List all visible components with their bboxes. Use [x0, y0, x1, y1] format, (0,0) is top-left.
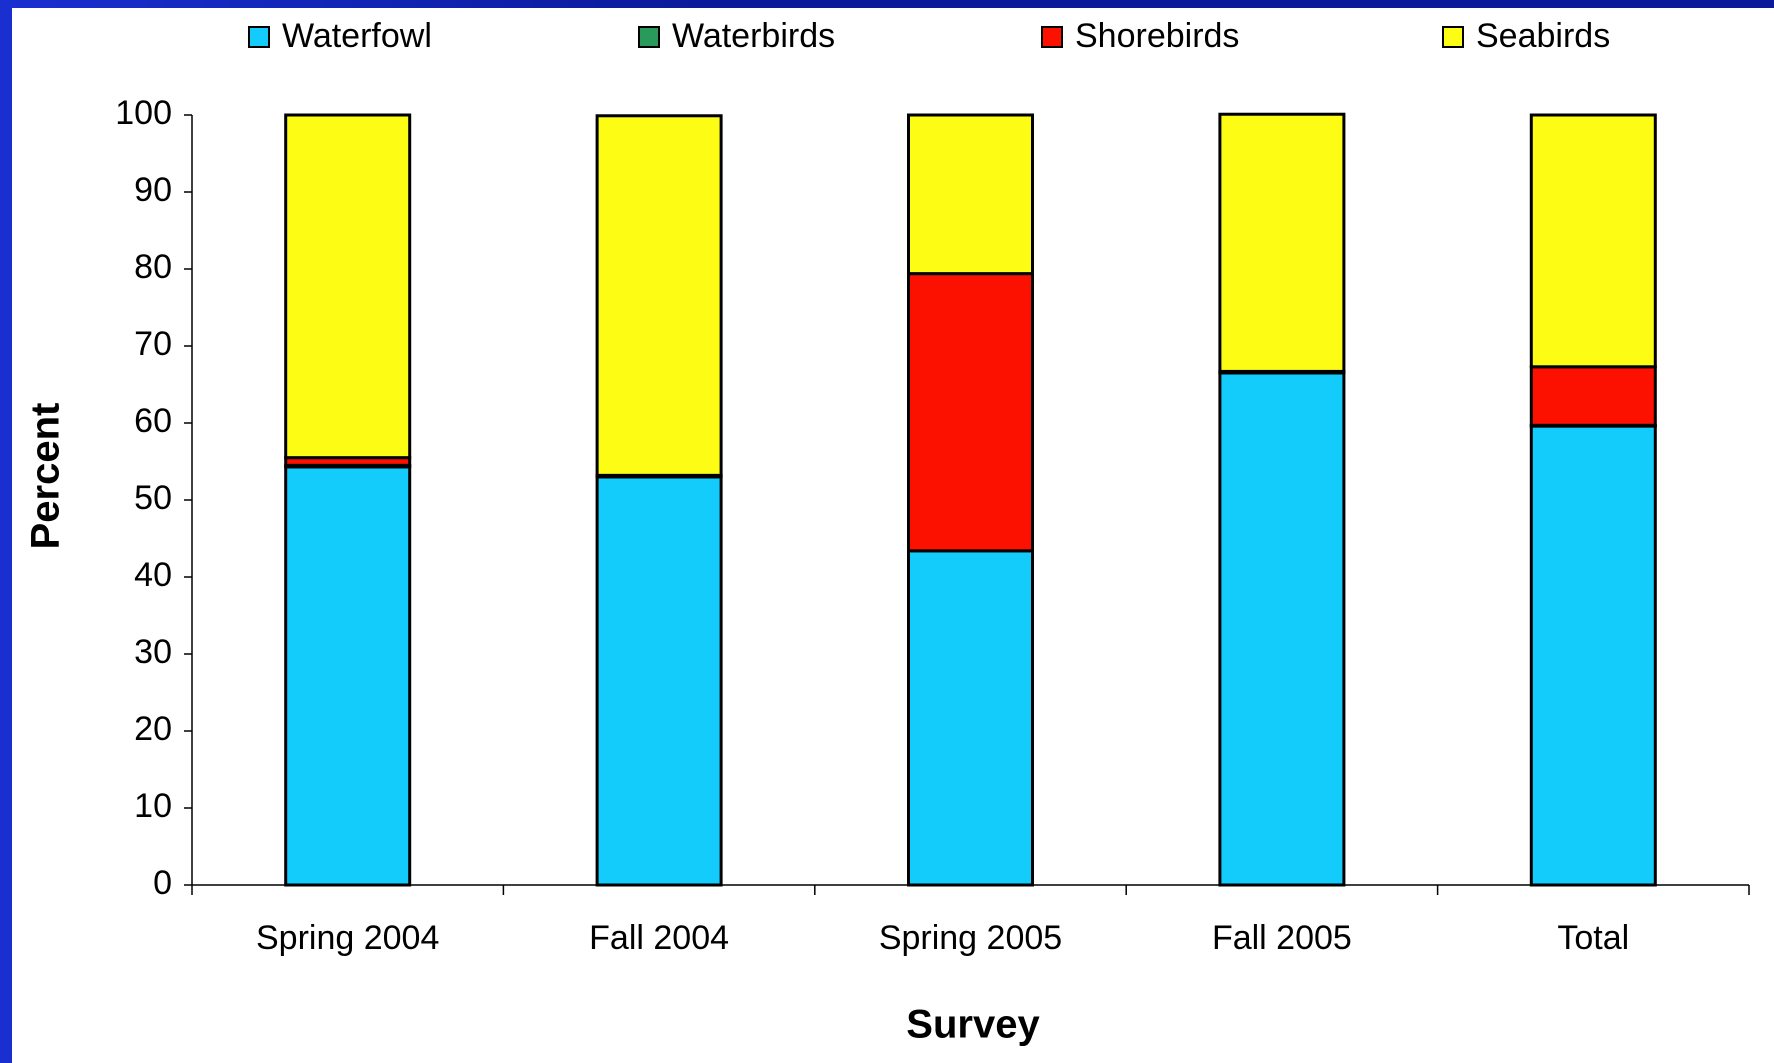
legend-swatch [248, 26, 270, 48]
y-tick-label: 40 [134, 556, 172, 594]
x-axis-title: Survey [906, 1003, 1040, 1047]
x-tick-label: Fall 2004 [589, 919, 729, 957]
bar-segment [284, 113, 412, 460]
bar-segment [1218, 371, 1346, 887]
bar-segment [1529, 365, 1657, 427]
x-tick-label: Spring 2005 [879, 919, 1062, 957]
x-tick-label: Fall 2005 [1212, 919, 1352, 957]
bar-segment [907, 272, 1034, 553]
legend-swatch [1442, 26, 1464, 48]
bar-segment [284, 465, 412, 887]
y-tick-label: 70 [134, 325, 172, 363]
chart-background [12, 8, 1774, 1063]
y-tick-label: 30 [134, 633, 172, 671]
legend-label: Waterbirds [672, 17, 835, 55]
legend-label: Shorebirds [1075, 17, 1239, 55]
y-tick-label: 90 [134, 171, 172, 209]
legend-swatch [638, 26, 660, 48]
legend-label: Seabirds [1476, 17, 1610, 55]
legend-label: Waterfowl [282, 17, 432, 55]
bar-segment [907, 113, 1034, 276]
bar-segment [1218, 112, 1346, 373]
y-tick-label: 50 [134, 479, 172, 517]
x-tick-label: Spring 2004 [256, 919, 439, 957]
y-axis-title: Percent [24, 403, 68, 550]
y-tick-label: 20 [134, 710, 172, 748]
bar-segment [595, 114, 723, 477]
bar-segment [907, 549, 1034, 887]
y-tick-label: 0 [153, 864, 172, 902]
bar-segment [1529, 424, 1657, 887]
bar-segment [1529, 113, 1657, 369]
y-tick-label: 60 [134, 402, 172, 440]
y-tick-label: 10 [134, 787, 172, 825]
legend-swatch [1041, 26, 1063, 48]
bar-segment [595, 475, 723, 887]
y-tick-label: 100 [115, 94, 172, 132]
x-tick-label: Total [1557, 919, 1629, 957]
y-tick-label: 80 [134, 248, 172, 286]
